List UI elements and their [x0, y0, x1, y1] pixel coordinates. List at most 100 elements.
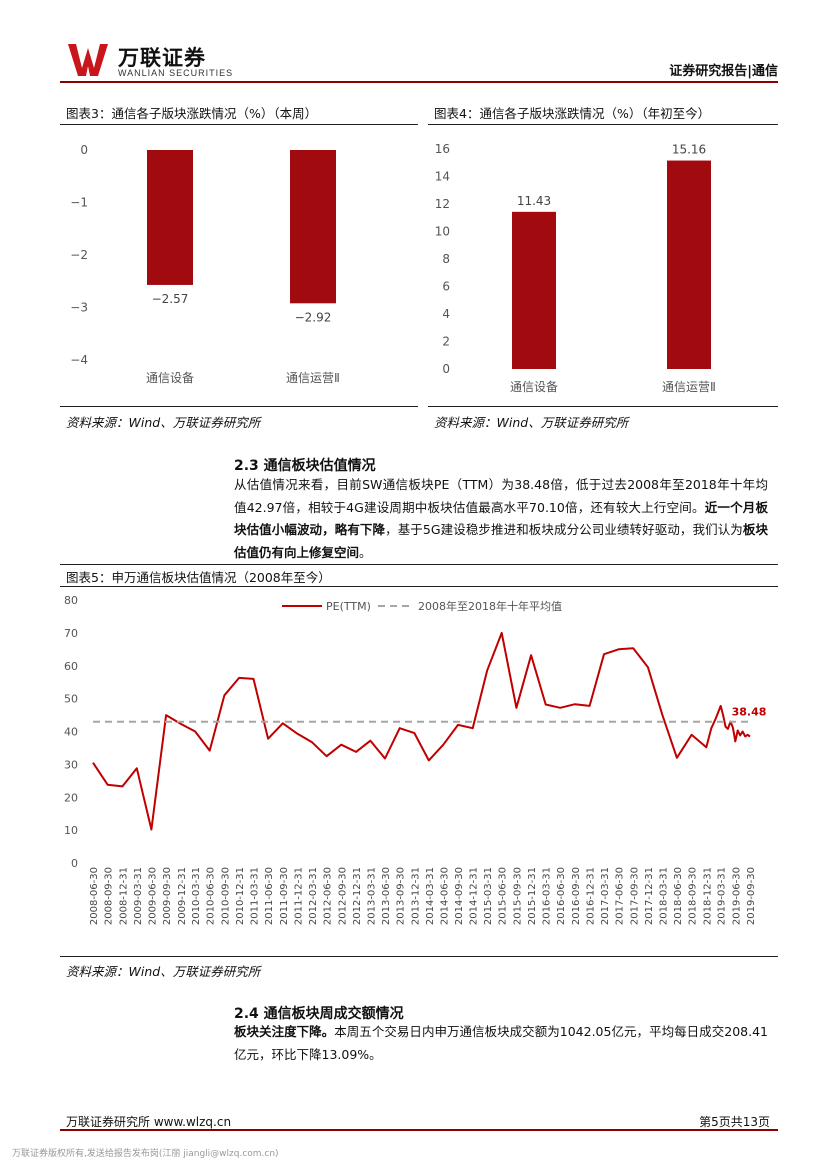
figure5-legend-average-label: 2008年至2018年十年平均值	[418, 599, 562, 613]
figure5-title: 图表5：申万通信板块估值情况（2008年至今）	[66, 570, 331, 585]
figure5-xtick-label: 2017-03-31	[600, 867, 611, 925]
figure5-ytick-label: 20	[64, 791, 78, 804]
figure5-xtick-label: 2011-06-30	[264, 867, 275, 925]
para-text: 本周五个交易日内申万通信板块成交额为1042.05亿元，平均每日成交208.41…	[234, 1024, 768, 1062]
figure5-xtick-label: 2016-09-30	[571, 867, 582, 925]
report-type-label: 证券研究报告|通信	[669, 64, 778, 79]
figure5-xtick-label: 2013-09-30	[396, 867, 407, 925]
header-divider	[60, 81, 778, 83]
figure5-xtick-label: 2015-03-31	[483, 867, 494, 925]
figure5-xtick-label: 2018-06-30	[673, 867, 684, 925]
figure4-title: 图表4：通信各子版块涨跌情况（%）（年初至今）	[434, 106, 711, 121]
figure3-ytick-label: 0	[80, 143, 88, 157]
figure3-title-rule	[60, 124, 418, 125]
figure5-xtick-label: 2008-12-31	[118, 867, 129, 925]
figure5-xtick-label: 2019-03-31	[717, 867, 728, 925]
figure5-xtick-label: 2017-09-30	[629, 867, 640, 925]
figure5-xtick-label: 2009-06-30	[147, 867, 158, 925]
figure5-xtick-label: 2009-09-30	[162, 867, 173, 925]
para-text: 。	[359, 544, 372, 560]
para-text: ，基于5G建设稳步推进和板块成分公司业绩转好驱动，我们认为	[385, 522, 743, 537]
figure5-ytick-label: 40	[64, 726, 78, 739]
figure4-bar	[667, 160, 711, 369]
figure5-xtick-label: 2008-09-30	[104, 867, 115, 925]
figure5-bottom-rule	[60, 956, 778, 957]
section-2-3-paragraph: 从估值情况来看，目前SW通信板块PE（TTM）为38.48倍，低于过去2008年…	[234, 474, 768, 564]
figure5-ytick-label: 10	[64, 824, 78, 837]
figure5-xtick-label: 2010-09-30	[220, 867, 231, 925]
figure4-value-label: 15.16	[672, 143, 706, 157]
figure5-ytick-label: 60	[64, 660, 78, 673]
figure5-xtick-label: 2014-03-31	[425, 867, 436, 925]
footer-divider	[60, 1129, 778, 1131]
figure3-bottom-rule	[60, 406, 418, 407]
footer-page-number: 第5页共13页	[699, 1115, 770, 1129]
figure5-xtick-label: 2013-06-30	[381, 867, 392, 925]
para-bold-text: 板块关注度下降。	[234, 1024, 335, 1039]
figure3-ytick-label: −4	[70, 353, 88, 367]
figure5-xtick-label: 2012-09-30	[337, 867, 348, 925]
figure5-xtick-label: 2018-03-31	[658, 867, 669, 925]
figure5-xtick-label: 2013-12-31	[410, 867, 421, 925]
figure5-xtick-label: 2018-12-31	[702, 867, 713, 925]
section-2-4-title: 2.4 通信板块周成交额情况	[234, 1006, 404, 1022]
figure4-title-rule	[428, 124, 778, 125]
figure3-category-label: 通信设备	[146, 371, 194, 385]
figure5-xtick-label: 2013-03-31	[366, 867, 377, 925]
figure5-title-rule	[60, 586, 778, 587]
figure4-category-label: 通信运营Ⅱ	[662, 380, 716, 394]
figure3-source: 资料来源：Wind、万联证券研究所	[66, 415, 261, 430]
figure4-ytick-label: 0	[442, 362, 450, 376]
figure5-ytick-label: 30	[64, 758, 78, 771]
figure4-ytick-label: 4	[442, 307, 450, 321]
figure5-pe-series-line	[92, 631, 751, 831]
figure5-xtick-label: 2011-12-31	[294, 867, 305, 925]
figure5-xtick-label: 2018-09-30	[688, 867, 699, 925]
figure5-xtick-label: 2016-12-31	[586, 867, 597, 925]
figure4-bar-chart: 0 2 4 6 8 10 12 14 16 11.43 通信设备 15.16 通信运营Ⅱ	[435, 142, 716, 394]
figure4-ytick-label: 12	[435, 197, 450, 211]
para-text: 从估值情况来看，目前SW通信板块PE（TTM）为38.48倍，低于过去2008年…	[234, 477, 768, 515]
figure5-xtick-label: 2016-06-30	[556, 867, 567, 925]
figure5-xtick-label: 2008-06-30	[89, 867, 100, 925]
figure5-ytick-label: 0	[71, 857, 78, 870]
footer-company: 万联证券研究所 www.wlzq.cn	[66, 1115, 232, 1129]
para-bold-text: 板块估值仍有向上修复空间	[234, 522, 768, 560]
para-bold-text: 近一个月板块估值小幅波动，略有下降	[234, 499, 768, 538]
figure5-xtick-label: 2015-06-30	[498, 867, 509, 925]
figure3-ytick-label: −2	[70, 248, 88, 262]
logo-en-text: WANLIAN SECURITIES	[118, 68, 234, 78]
figure5-xtick-label: 2010-03-31	[191, 867, 202, 925]
figure4-bar	[512, 211, 556, 369]
figure3-ytick-label: −3	[70, 301, 88, 315]
figure5-ytick-label: 50	[64, 693, 78, 706]
figure5-last-value-label: 38.48	[732, 705, 767, 718]
figure5-xtick-label: 2009-03-31	[133, 867, 144, 925]
figure5-ytick-label: 70	[64, 627, 78, 640]
figure5-xtick-label: 2015-09-30	[512, 867, 523, 925]
figure5-top-rule	[60, 564, 778, 565]
figure3-category-label: 通信运营Ⅱ	[286, 371, 340, 385]
figure5-xtick-label: 2012-12-31	[352, 867, 363, 925]
figure5-xtick-label: 2010-06-30	[206, 867, 217, 925]
figure5-xtick-label: 2015-12-31	[527, 867, 538, 925]
logo-cn-text: 万联证券	[118, 46, 206, 70]
figure5-xtick-label: 2011-03-31	[250, 867, 261, 925]
section-2-4-paragraph: 板块关注度下降。本周五个交易日内申万通信板块成交额为1042.05亿元，平均每日…	[234, 1021, 768, 1066]
figure5-legend-pe-label: PE(TTM)	[326, 600, 371, 613]
figure5-xtick-label: 2019-06-30	[731, 867, 742, 925]
figure3-value-label: −2.92	[295, 310, 332, 324]
figure4-bottom-rule	[428, 406, 778, 407]
figure5-xtick-label: 2017-12-31	[644, 867, 655, 925]
figure5-source: 资料来源：Wind、万联证券研究所	[66, 964, 261, 979]
figure3-bar	[290, 150, 336, 304]
figure4-ytick-label: 2	[442, 335, 450, 349]
figure5-xtick-label: 2012-06-30	[323, 867, 334, 925]
figure5-xtick-label: 2014-06-30	[439, 867, 450, 925]
wanlian-logo-icon	[68, 44, 108, 76]
figure5-xtick-label: 2009-12-31	[177, 867, 188, 925]
figure4-source: 资料来源：Wind、万联证券研究所	[434, 415, 629, 430]
figure5-xtick-label: 2019-09-30	[746, 867, 757, 925]
figure5-xtick-label: 2014-09-30	[454, 867, 465, 925]
figure5-xtick-label: 2011-09-30	[279, 867, 290, 925]
